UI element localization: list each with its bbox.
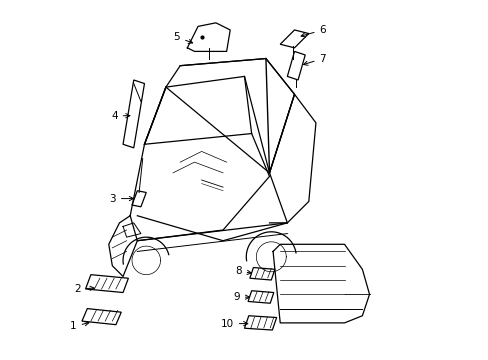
Text: 9: 9 bbox=[233, 292, 249, 302]
Text: 1: 1 bbox=[70, 321, 89, 332]
Text: 3: 3 bbox=[109, 194, 133, 203]
Text: 6: 6 bbox=[301, 25, 325, 37]
Text: 7: 7 bbox=[303, 54, 325, 65]
Text: 10: 10 bbox=[220, 319, 247, 329]
Text: 2: 2 bbox=[74, 284, 94, 294]
Text: 5: 5 bbox=[173, 32, 192, 44]
Polygon shape bbox=[187, 23, 230, 51]
Text: 8: 8 bbox=[235, 266, 251, 276]
Text: 4: 4 bbox=[111, 111, 130, 121]
